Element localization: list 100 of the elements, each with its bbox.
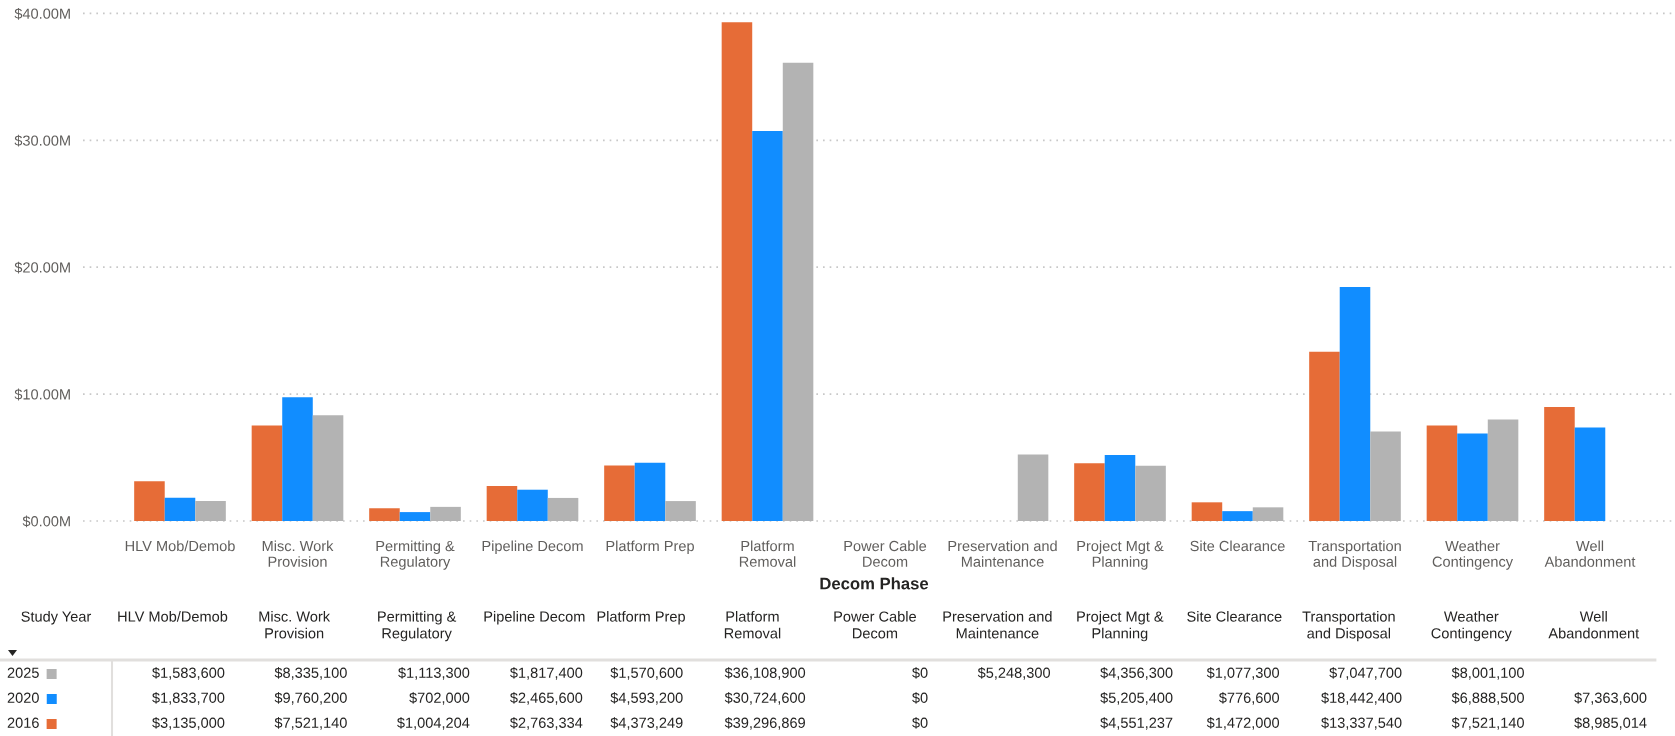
bar: [1074, 463, 1105, 521]
category-label: Platform Prep: [597, 611, 685, 625]
x-tick-label: Preservation and Maintenance: [948, 540, 1057, 567]
bar: [134, 481, 165, 521]
data-label: $5,205,400: [1100, 691, 1173, 705]
data-label: $0: [912, 716, 928, 729]
bar: [369, 508, 400, 521]
bar: [251, 425, 283, 521]
data-label: $1,113,300: [398, 666, 470, 680]
data-label: $7,047,700: [1329, 666, 1402, 680]
data-label: $6,888,500: [1451, 691, 1524, 705]
bar: [1574, 427, 1606, 521]
legend-title: Study Year: [21, 611, 92, 625]
category-label: Misc. Work Provision: [259, 611, 331, 639]
data-label: $1,570,600: [610, 666, 683, 680]
legend-label: 2020: [7, 692, 39, 703]
category-label: HLV Mob/Demob: [118, 611, 228, 622]
bar: [1252, 507, 1284, 521]
x-tick-label: Power Cable Decom: [844, 540, 927, 567]
data-label: $36,108,900: [724, 666, 806, 680]
data-label: $8,985,014: [1574, 716, 1647, 730]
bar: [1370, 431, 1401, 521]
data-label: $4,593,200: [610, 691, 683, 705]
bar: [721, 22, 753, 521]
bar: [1426, 425, 1458, 521]
category-label: Project Mgt & Planning: [1077, 611, 1164, 642]
y-tick-label: $30.00M: [14, 134, 70, 147]
x-tick-label: Permitting & Regulatory: [376, 540, 455, 570]
bar: [282, 397, 313, 521]
bar: [1309, 351, 1340, 521]
data-label: $8,001,100: [1451, 666, 1524, 680]
bar: [1017, 454, 1049, 521]
x-tick-label: Misc. Work Provision: [262, 540, 334, 567]
data-label: $30,724,600: [724, 691, 806, 705]
data-label: $1,004,204: [397, 716, 470, 730]
category-label: Pipeline Decom: [484, 611, 585, 625]
x-tick-label: Platform Prep: [606, 540, 694, 555]
data-label: $4,373,249: [610, 716, 683, 730]
legend-label: 2016: [7, 717, 39, 728]
bar: [164, 497, 196, 521]
data-label: $1,077,300: [1206, 666, 1280, 680]
data-label: $18,442,400: [1321, 691, 1402, 705]
bar: [547, 497, 579, 521]
y-tick-label: $20.00M: [14, 261, 70, 274]
bar: [312, 415, 344, 521]
bar: [604, 465, 635, 521]
data-label: $7,521,140: [1451, 716, 1524, 730]
data-label: $3,135,000: [152, 716, 225, 730]
bar: [1487, 419, 1519, 521]
bar: [486, 485, 518, 521]
y-tick-label: $0.00M: [22, 515, 70, 528]
bar: [1457, 433, 1488, 521]
bar: [517, 489, 548, 521]
category-label: Power Cable Decom: [834, 611, 916, 639]
category-label: Transportation and Disposal: [1302, 611, 1395, 642]
y-tick-label: $40.00M: [14, 7, 70, 20]
category-label: Well Abandonment: [1548, 611, 1640, 639]
x-tick-label: Transportation and Disposal: [1308, 540, 1401, 570]
bar: [1339, 286, 1371, 521]
category-label: Permitting & Regulatory: [378, 611, 457, 642]
bar: [1544, 406, 1575, 521]
x-tick-label: Well Abandonment: [1544, 540, 1636, 567]
data-label: $1,833,700: [152, 691, 225, 705]
data-label: $4,356,300: [1100, 666, 1173, 680]
x-tick-label: Platform Removal: [739, 540, 796, 567]
data-label: $0: [912, 666, 928, 679]
x-tick-label: HLV Mob/Demob: [125, 540, 235, 552]
x-tick-label: Pipeline Decom: [482, 540, 583, 555]
bar: [195, 500, 226, 521]
category-label: Weather Contingency: [1431, 611, 1512, 642]
data-label: $2,465,600: [509, 691, 583, 705]
data-label: $2,763,334: [509, 716, 583, 730]
data-label: $8,335,100: [274, 666, 347, 680]
bar: [752, 131, 783, 521]
data-label: $5,248,300: [977, 666, 1051, 680]
data-label: $7,521,140: [274, 716, 347, 730]
bar: [665, 501, 696, 521]
bar: [1191, 502, 1223, 521]
bar: [1222, 511, 1253, 521]
data-label: $39,296,869: [724, 716, 805, 730]
y-tick-label: $10.00M: [14, 388, 70, 401]
data-label: $0: [912, 691, 928, 704]
data-label: $13,337,540: [1321, 716, 1402, 730]
data-label: $9,760,200: [274, 691, 347, 705]
bar: [430, 506, 461, 521]
x-axis-title: Decom Phase: [820, 577, 929, 590]
bar: [782, 62, 814, 521]
data-label: $4,551,237: [1100, 716, 1173, 730]
data-label: $1,583,600: [152, 666, 225, 680]
bar: [1104, 454, 1136, 521]
data-label: $1,817,400: [509, 666, 583, 680]
bar: [1135, 465, 1166, 521]
category-label: Site Clearance: [1187, 611, 1282, 622]
bar: [634, 462, 666, 521]
legend-label: 2025: [7, 667, 39, 678]
x-tick-label: Site Clearance: [1190, 540, 1285, 552]
data-label: $1,472,000: [1206, 716, 1280, 730]
category-label: Preservation and Maintenance: [943, 611, 1052, 639]
data-label: $702,000: [409, 691, 470, 705]
bar: [399, 512, 431, 521]
